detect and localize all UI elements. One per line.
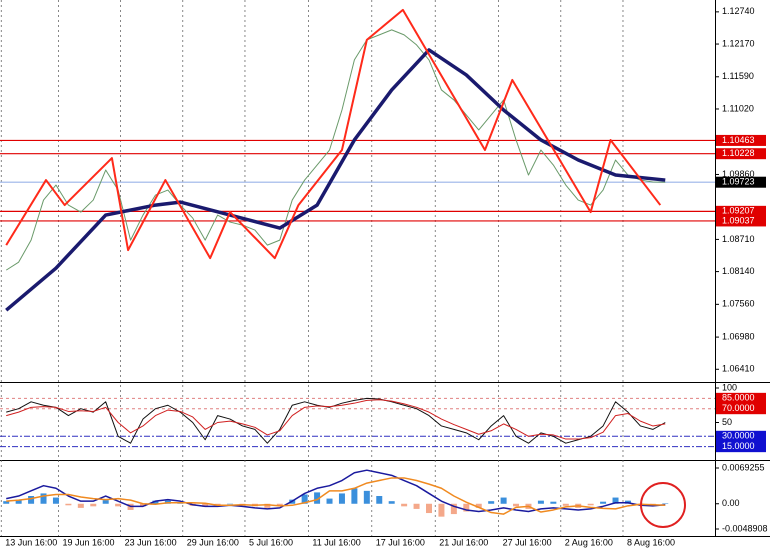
level-label: 1.09207: [722, 206, 755, 216]
level-label: 1.10228: [722, 148, 755, 158]
series-line: [5, 48, 666, 312]
histogram-bar: [15, 499, 22, 504]
y-tick-label: 0.00: [722, 498, 740, 508]
y-tick-label: 1.11020: [722, 103, 754, 113]
histogram-bar: [537, 500, 544, 504]
histogram-bar: [40, 493, 47, 504]
y-tick-label: 1.08140: [722, 266, 755, 276]
histogram-bar: [513, 503, 520, 507]
y-tick-label: 100: [722, 382, 737, 392]
x-tick-label: 27 Jul 16:00: [503, 537, 552, 547]
y-tick-label: 1.07560: [722, 299, 755, 309]
level-label-box: [716, 148, 766, 160]
series-line: [5, 8, 662, 260]
histogram-bar: [438, 503, 445, 517]
level-label: 1.10463: [722, 135, 755, 145]
histogram-bar: [363, 490, 370, 504]
level-label-box: [716, 215, 766, 227]
x-tick-label: 11 Jul 16:00: [312, 537, 360, 547]
level-label-box: [716, 176, 766, 188]
x-tick-label: 21 Jul 16:00: [439, 537, 488, 547]
y-tick-label: 1.09860: [722, 169, 755, 179]
histogram-bar: [401, 503, 408, 507]
histogram-bar: [214, 503, 221, 505]
histogram-bar: [475, 503, 482, 508]
x-tick-label: 8 Aug 16:00: [627, 537, 675, 547]
level-label: 70.0000: [722, 403, 755, 413]
y-tick-label: 1.06410: [722, 364, 755, 374]
histogram-bar: [450, 503, 457, 515]
histogram-bar: [301, 494, 308, 504]
histogram-bar: [326, 498, 333, 504]
level-label-box: [716, 403, 766, 415]
histogram-bar: [600, 501, 607, 504]
histogram-bar: [351, 488, 358, 504]
histogram-bar: [463, 503, 470, 512]
x-tick-label: 5 Jul 16:00: [249, 537, 293, 547]
histogram-bar: [90, 503, 97, 507]
histogram-bar: [376, 496, 383, 504]
level-label: 1.09037: [722, 215, 755, 225]
histogram-bar: [388, 501, 395, 504]
histogram-bar: [65, 503, 72, 506]
histogram-bar: [115, 503, 122, 507]
x-tick-label: 13 Jun 16:00: [5, 537, 57, 547]
y-tick-label: -0.0048908: [722, 523, 768, 533]
histogram-bar: [276, 503, 283, 506]
histogram-bar: [77, 503, 84, 508]
level-label-box: [716, 134, 766, 146]
x-tick-label: 19 Jun 16:00: [62, 537, 114, 547]
x-tick-label: 2 Aug 16:00: [565, 537, 613, 547]
y-tick-label: 0.0069255: [722, 462, 765, 472]
histogram-bar: [426, 503, 432, 514]
highlight-circle: [640, 482, 686, 528]
histogram-bar: [587, 503, 594, 506]
level-label-box: [716, 392, 766, 404]
x-tick-label: 17 Jul 16:00: [376, 537, 425, 547]
histogram-bar: [28, 496, 35, 504]
level-label: 85.0000: [722, 393, 755, 403]
y-tick-label: 1.06980: [722, 331, 755, 341]
histogram-bar: [102, 500, 109, 504]
histogram-bar: [338, 493, 345, 504]
histogram-bar: [488, 501, 495, 504]
level-label: 15.0000: [722, 441, 755, 451]
series-line: [6, 399, 666, 440]
y-tick-label: 50: [722, 417, 732, 427]
y-tick-label: 1.12740: [722, 6, 755, 16]
y-tick-label: 1.11590: [722, 71, 754, 81]
histogram-bar: [500, 497, 507, 504]
histogram-bar: [314, 492, 321, 504]
histogram-bar: [152, 500, 159, 504]
level-label: 30.0000: [722, 431, 755, 441]
x-tick-label: 29 Jun 16:00: [187, 537, 239, 547]
y-tick-label: 1.08710: [722, 234, 755, 244]
histogram-bar: [662, 503, 669, 504]
histogram-bar: [227, 503, 234, 505]
level-label-box: [716, 430, 766, 442]
series-line: [6, 469, 666, 513]
level-label-box: [716, 441, 766, 453]
histogram-bar: [264, 503, 271, 508]
level-label-box: [716, 205, 766, 217]
histogram-bar: [413, 503, 420, 509]
histogram-bar: [202, 503, 209, 507]
histogram-bar: [612, 497, 619, 504]
histogram-bar: [3, 501, 10, 504]
series-line: [6, 397, 666, 444]
histogram-bar: [550, 501, 557, 504]
level-label: 1.09723: [722, 177, 755, 187]
histogram-bar: [562, 503, 569, 506]
histogram-bar: [52, 497, 59, 504]
y-tick-label: 1.12170: [722, 38, 755, 48]
histogram-bar: [140, 503, 146, 507]
series-line: [6, 477, 666, 515]
x-tick-label: 23 Jun 16:00: [125, 537, 177, 547]
